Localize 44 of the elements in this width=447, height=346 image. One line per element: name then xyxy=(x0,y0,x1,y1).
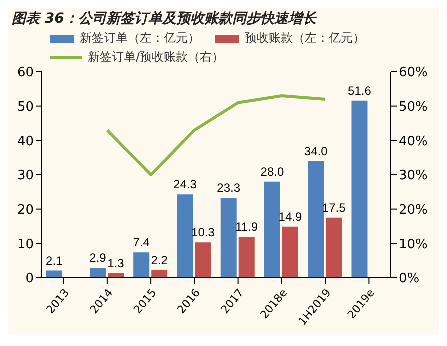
y-tick-label: 40 xyxy=(17,134,34,150)
legend-label: 新签订单（左：亿元） xyxy=(79,30,201,47)
data-label: 11.9 xyxy=(236,220,258,234)
y2-tick-label: 0% xyxy=(399,272,420,287)
line-series xyxy=(106,94,328,176)
y2-tick-label: 60% xyxy=(399,66,428,81)
bar xyxy=(264,182,280,278)
bar xyxy=(220,198,237,278)
data-label: 23.3 xyxy=(217,181,241,196)
y2-tick-label: 30% xyxy=(399,168,428,184)
bar xyxy=(352,100,368,278)
y-tick-label: 0 xyxy=(26,272,34,287)
y2-tick-label: 50% xyxy=(399,100,428,115)
y-tick-label: 60 xyxy=(17,66,34,81)
bar xyxy=(308,161,324,278)
data-label: 2.9 xyxy=(90,251,107,266)
data-label: 51.6 xyxy=(348,84,372,98)
y-tick-label: 50 xyxy=(17,100,34,115)
bar xyxy=(177,194,194,278)
bar xyxy=(134,252,150,278)
data-label: 2.2 xyxy=(151,253,168,268)
y-tick-label: 30 xyxy=(17,168,34,184)
bar xyxy=(326,218,342,278)
data-label: 7.4 xyxy=(133,236,150,250)
data-label: 34.0 xyxy=(304,144,328,158)
y-tick-label: 20 xyxy=(17,202,34,218)
bar xyxy=(108,274,124,278)
data-label: 24.3 xyxy=(174,178,198,192)
y-tick-label: 10 xyxy=(17,237,34,252)
bar xyxy=(46,270,62,278)
chart-title: 图表 36：公司新签订单及预收账款同步快速增长 xyxy=(11,10,318,29)
bar xyxy=(282,226,298,278)
legend-label: 预收账款（左：亿元） xyxy=(244,30,366,47)
data-label: 1.3 xyxy=(108,256,125,271)
y2-tick-label: 20% xyxy=(399,202,428,218)
bar xyxy=(90,268,106,278)
bar xyxy=(152,270,168,278)
legend-label: 新签订单/预收账款（右） xyxy=(87,49,226,66)
bar xyxy=(195,242,212,278)
data-label: 2.1 xyxy=(46,254,64,268)
bar xyxy=(238,237,255,278)
y2-tick-label: 40% xyxy=(399,134,428,150)
data-label: 28.0 xyxy=(260,164,284,179)
y2-tick-label: 10% xyxy=(399,237,428,252)
